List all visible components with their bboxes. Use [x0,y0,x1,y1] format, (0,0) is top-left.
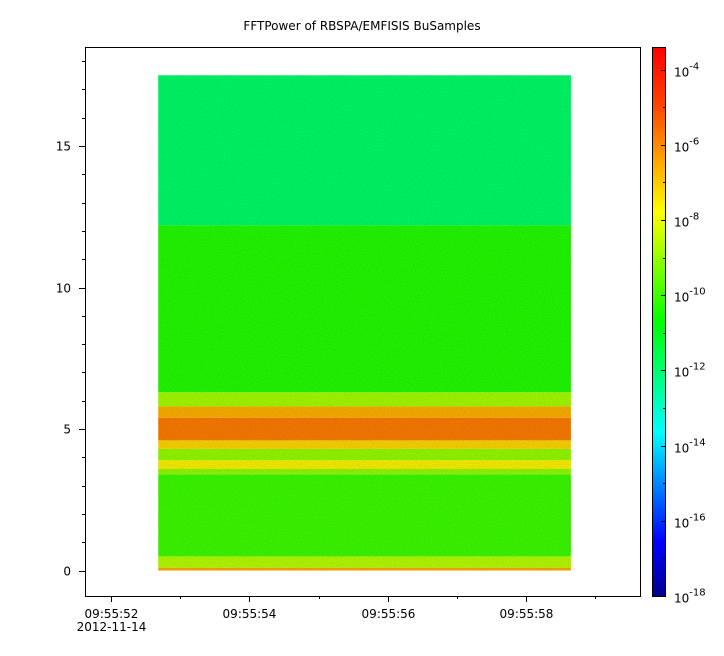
colorbar-tick-label: 10-4 [674,62,699,80]
x-tick-label: 09:55:54 [223,607,277,621]
spectral-band [158,474,571,557]
x-tick-date-label: 2012-11-14 [77,620,147,634]
x-tick-label: 09:55:52 [85,607,139,621]
spectral-band [158,460,571,469]
colorbar-tick-label: 10-12 [674,362,706,380]
spectral-band [158,468,571,475]
y-axis: 0 5 10 15 [56,61,85,579]
spectral-band [158,556,571,568]
colorbar-gradient [652,47,666,597]
spectral-band [158,225,571,393]
colorbar-tick-label: 10-18 [674,588,706,606]
y-tick-label: 15 [56,140,71,154]
colorbar-tick-label: 10-8 [674,212,699,230]
y-tick-label: 0 [63,565,71,579]
x-tick-label: 09:55:56 [362,607,416,621]
colorbar: 10-4 10-6 10-8 10-10 10-12 10-14 10-16 10-18 [652,47,706,606]
spectral-band [158,448,571,461]
spectrogram-heatmap [158,75,571,571]
spectral-band [158,392,571,407]
spectral-band [158,75,571,226]
colorbar-ticks: 10-4 10-6 10-8 10-10 10-12 10-14 10-16 10-18 [661,62,706,606]
y-tick-label: 5 [63,423,71,437]
colorbar-tick-label: 10-6 [674,137,699,155]
spectral-band [158,567,571,571]
spectral-band [158,406,571,418]
colorbar-tick-label: 10-16 [674,513,706,531]
y-tick-label: 10 [56,282,71,296]
chart-title: FFTPower of RBSPA/EMFISIS BuSamples [243,19,480,33]
spectral-band [158,440,571,449]
colorbar-tick-label: 10-14 [674,438,706,456]
spectral-band [158,417,571,441]
colorbar-tick-label: 10-10 [674,287,706,305]
x-tick-label: 09:55:58 [500,607,554,621]
